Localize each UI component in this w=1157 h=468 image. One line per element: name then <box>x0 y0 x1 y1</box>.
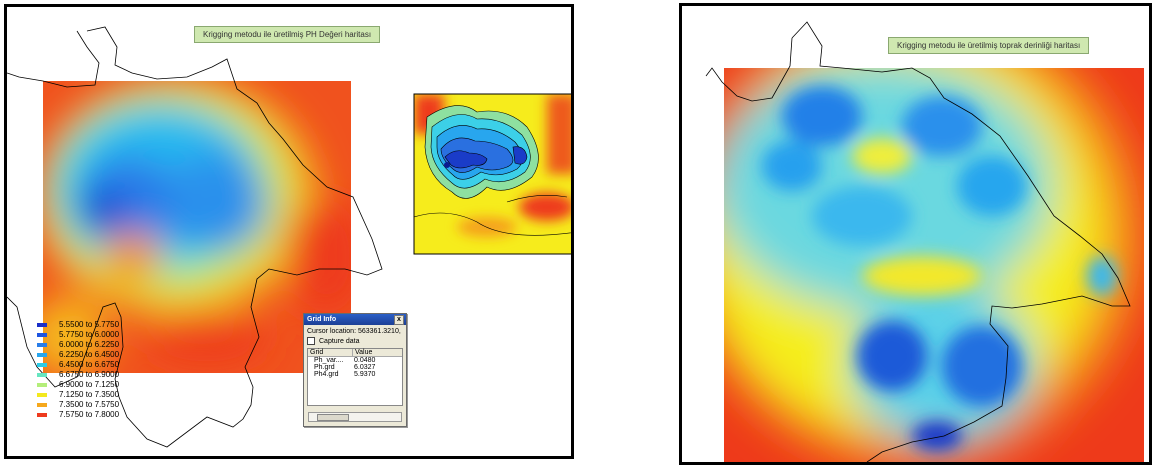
legend-swatch <box>37 403 47 407</box>
grid-info-title: Grid Info <box>307 316 337 323</box>
soil-depth-map-panel: Krigging metodu ile üretilmiş toprak der… <box>679 3 1152 465</box>
legend-item: 6.9000 to 7.1250 <box>37 380 119 390</box>
district-boundary <box>7 26 383 448</box>
ph-map-panel: Krigging metodu ile üretilmiş PH Değeri … <box>4 4 574 459</box>
grid-name-cell: Ph_var.... <box>314 357 344 364</box>
legend-label: 7.1250 to 7.3500 <box>59 390 120 399</box>
soil-depth-raster <box>724 68 1144 462</box>
grid-info-titlebar[interactable]: Grid Info x <box>304 314 406 325</box>
legend-label: 6.0000 to 6.2250 <box>59 340 120 349</box>
legend-item: 6.4500 to 6.6750 <box>37 360 119 370</box>
grid-name-cell: Ph4.grd <box>314 371 339 378</box>
grid-value-cell: 5.9370 <box>354 371 376 378</box>
ph-main-raster <box>43 81 351 373</box>
ph-legend: 5.5500 to 5.7750 5.7750 to 6.0000 6.0000 t… <box>37 320 119 420</box>
legend-item: 6.6750 to 6.9000 <box>37 370 119 380</box>
column-header-grid[interactable]: Grid <box>308 349 353 356</box>
legend-label: 5.5500 to 5.7750 <box>59 320 120 329</box>
legend-label: 6.4500 to 6.6750 <box>59 360 120 369</box>
close-icon[interactable]: x <box>394 315 404 325</box>
horizontal-scrollbar[interactable] <box>308 412 402 422</box>
legend-label: 5.7750 to 6.0000 <box>59 330 120 339</box>
legend-swatch <box>37 323 47 327</box>
capture-data-option[interactable]: Capture data <box>304 336 406 346</box>
legend-item: 7.3500 to 7.5750 <box>37 400 119 410</box>
legend-label: 6.6750 to 6.9000 <box>59 370 120 379</box>
legend-label: 6.2250 to 6.4500 <box>59 350 120 359</box>
district-boundary <box>705 21 1131 462</box>
soil-depth-map-title: Krigging metodu ile üretilmiş toprak der… <box>888 37 1090 54</box>
table-row: Ph.grd 6.0327 <box>308 364 402 371</box>
ph-map-title: Krigging metodu ile üretilmiş PH Değeri … <box>194 26 381 43</box>
legend-swatch <box>37 333 47 337</box>
grid-value-table: Grid Value Ph_var.... 0.0480 Ph.grd 6.0327 P… <box>307 348 403 406</box>
ph-kriging-map <box>7 26 571 448</box>
capture-data-label: Capture data <box>319 337 360 345</box>
table-row: Ph_var.... 0.0480 <box>308 357 402 364</box>
table-header: Grid Value <box>308 349 402 357</box>
legend-swatch <box>37 393 47 397</box>
grid-value-cell: 6.0327 <box>354 364 376 371</box>
legend-label: 6.9000 to 7.1250 <box>59 380 120 389</box>
legend-swatch <box>37 413 47 417</box>
legend-item: 7.1250 to 7.3500 <box>37 390 119 400</box>
legend-swatch <box>37 373 47 377</box>
legend-swatch <box>37 343 47 347</box>
legend-label: 7.5750 to 7.8000 <box>59 410 120 419</box>
grid-info-dialog[interactable]: Grid Info x Cursor location: 563361.3210… <box>303 313 407 427</box>
cursor-location: Cursor location: 563361.3210, <box>307 328 401 335</box>
legend-item: 5.5500 to 5.7750 <box>37 320 119 330</box>
grid-value-cell: 0.0480 <box>354 357 376 364</box>
capture-data-checkbox[interactable] <box>307 337 315 345</box>
legend-item: 5.7750 to 6.0000 <box>37 330 119 340</box>
soil-depth-kriging-map <box>705 21 1144 462</box>
scrollbar-thumb[interactable] <box>317 414 349 421</box>
legend-item: 7.5750 to 7.8000 <box>37 410 119 420</box>
legend-label: 7.3500 to 7.5750 <box>59 400 120 409</box>
table-row: Ph4.grd 5.9370 <box>308 371 402 378</box>
grid-name-cell: Ph.grd <box>314 364 335 371</box>
legend-item: 6.2250 to 6.4500 <box>37 350 119 360</box>
column-header-value[interactable]: Value <box>355 349 373 356</box>
legend-swatch <box>37 353 47 357</box>
ph-contour-map <box>414 94 571 254</box>
legend-item: 6.0000 to 6.2250 <box>37 340 119 350</box>
legend-swatch <box>37 363 47 367</box>
legend-swatch <box>37 383 47 387</box>
